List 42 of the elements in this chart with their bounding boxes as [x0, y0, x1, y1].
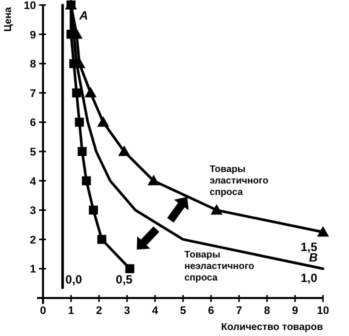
x-tick-label: 4 [152, 305, 159, 317]
point [118, 146, 130, 156]
point [72, 88, 82, 98]
annotation: Товары неэластичного спроса [184, 250, 254, 284]
y-tick-label: 3 [30, 205, 36, 218]
point [88, 206, 98, 215]
annotation: 1,0 [300, 270, 318, 285]
x-axis-title: Количество товаров [221, 322, 323, 333]
y-tick-label: 1 [30, 264, 36, 276]
point [74, 118, 84, 127]
point [97, 234, 106, 244]
y-tick-label: 2 [30, 234, 36, 246]
y-tick-label: 4 [30, 176, 37, 188]
x-tick-label: 6 [208, 305, 214, 317]
point [78, 147, 87, 156]
y-tick-label: 7 [30, 88, 36, 100]
y-tick-label: 10 [24, 0, 36, 12]
x-tick-label: 10 [316, 305, 330, 317]
y-tick-label: 5 [30, 146, 36, 158]
x-tick-label: 1 [68, 305, 74, 317]
point [148, 174, 160, 186]
x-tick-label: 7 [236, 305, 242, 317]
point [97, 116, 110, 127]
y-tick-label: 6 [30, 117, 36, 130]
y-axis-title: Цена [3, 6, 14, 32]
x-tick-label: 5 [180, 305, 186, 317]
point [125, 264, 134, 274]
x-tick-label: 2 [96, 305, 102, 317]
y-tick-label: 8 [30, 58, 36, 71]
annotation: Товары эластичного спроса [210, 164, 269, 198]
point [317, 226, 329, 237]
x-tick-label: 8 [264, 305, 270, 317]
annotation: А [78, 8, 88, 23]
annotation: 0,0 [65, 272, 82, 286]
annotation: 0,5 [116, 272, 133, 286]
point [210, 204, 223, 215]
point [84, 86, 97, 98]
x-tick-label: 9 [292, 305, 298, 317]
point [82, 176, 91, 186]
x-tick-label: 0 [40, 305, 46, 317]
y-tick-label: 9 [30, 29, 36, 42]
x-tick-label: 3 [124, 305, 130, 317]
